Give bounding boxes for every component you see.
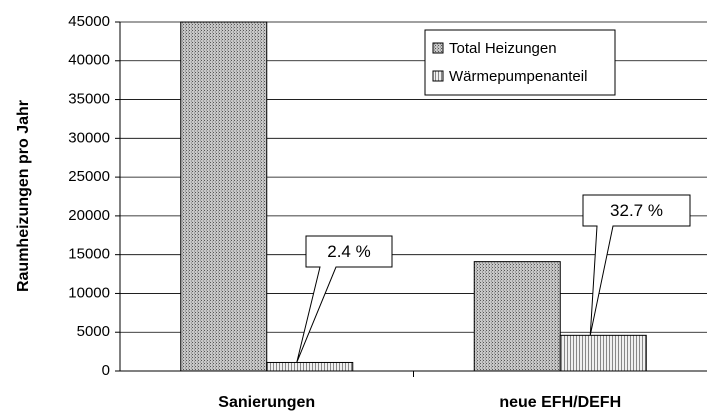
annotation: 32.7 %: [610, 201, 663, 220]
bar: [559, 334, 647, 372]
bar: [180, 21, 268, 372]
annotation: 2.4 %: [327, 242, 370, 261]
legend-swatch: [432, 42, 444, 54]
x-tick-label: neue EFH/DEFH: [499, 394, 621, 411]
legend-label: Total Heizungen: [449, 40, 557, 57]
x-tick-label: Sanierungen: [218, 394, 315, 411]
legend-label: Wärmepumpenanteil: [449, 68, 587, 85]
y-tick-label: 15000: [68, 246, 110, 263]
y-tick-label: 45000: [68, 13, 110, 30]
y-tick-label: 40000: [68, 52, 110, 69]
y-tick-label: 35000: [68, 91, 110, 108]
y-tick-label: 0: [102, 362, 110, 379]
y-tick-label: 25000: [68, 168, 110, 185]
callout: [296, 235, 393, 363]
y-tick-label: 20000: [68, 207, 110, 224]
y-tick-label: 10000: [68, 284, 110, 301]
legend-box: [424, 29, 616, 96]
bar: [473, 261, 561, 372]
legend-swatch: [432, 70, 444, 82]
bar: [266, 361, 354, 372]
y-axis-label: Raumheizungen pro Jahr: [15, 100, 32, 292]
y-tick-label: 30000: [68, 129, 110, 146]
y-tick-label: 5000: [77, 323, 110, 340]
callout: [582, 194, 691, 336]
